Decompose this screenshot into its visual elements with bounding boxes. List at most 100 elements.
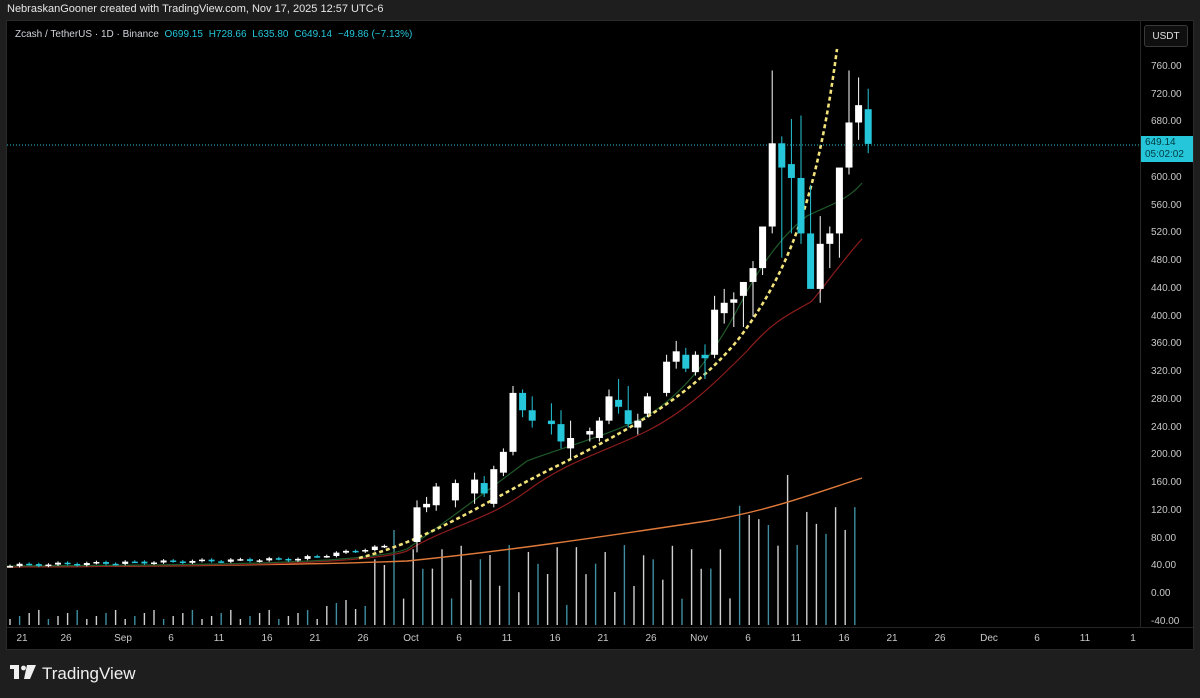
time-tick-label: 16 — [838, 633, 850, 644]
price-tick-label: 80.00 — [1151, 532, 1177, 544]
price-tick-label: 360.00 — [1151, 338, 1182, 350]
candle — [634, 420, 642, 428]
time-tick-label: 11 — [1079, 633, 1091, 644]
candle — [151, 562, 157, 565]
time-tick-label: 26 — [60, 633, 72, 644]
candle — [605, 396, 613, 421]
candle — [381, 545, 388, 548]
time-tick-label: 21 — [16, 633, 28, 644]
time-tick-label: 26 — [934, 633, 946, 644]
price-axis[interactable]: 760.00720.00680.00640.00600.00560.00520.… — [1140, 21, 1195, 627]
candle — [26, 563, 33, 566]
price-tick-label: 480.00 — [1151, 255, 1182, 267]
candle — [826, 233, 834, 244]
last-price-tag: 649.14 05:02:02 — [1141, 136, 1193, 162]
candle — [199, 559, 205, 562]
candle — [103, 562, 109, 564]
close-value: C649.14 — [294, 29, 333, 40]
candle — [295, 558, 301, 561]
time-tick-label: 6 — [1034, 633, 1040, 644]
candle — [285, 558, 292, 561]
ema-fast-line — [7, 182, 863, 567]
price-tick-label: 160.00 — [1151, 477, 1182, 489]
chart-caption: NebraskanGooner created with TradingView… — [7, 3, 384, 15]
candle — [247, 559, 253, 562]
candles — [413, 70, 872, 553]
candle — [682, 354, 690, 369]
candle — [807, 233, 815, 289]
candle — [237, 559, 244, 561]
candle — [519, 392, 527, 411]
early-candles — [7, 544, 388, 568]
bar-countdown: 05:02:02 — [1145, 149, 1184, 160]
candle — [557, 424, 565, 442]
high-value: H728.66 — [208, 29, 247, 40]
currency-button[interactable]: USDT — [1144, 25, 1188, 47]
candle — [45, 564, 52, 567]
time-tick-label: Nov — [690, 633, 708, 644]
candle — [371, 546, 378, 551]
price-tick-label: 120.00 — [1151, 504, 1182, 516]
candle — [352, 550, 359, 553]
candle — [451, 483, 459, 501]
time-tick-label: Sep — [114, 633, 132, 644]
candle — [787, 164, 795, 178]
candle — [93, 562, 100, 564]
candle — [179, 561, 186, 563]
price-tick-label: 440.00 — [1151, 282, 1182, 294]
candle — [586, 431, 594, 435]
candle — [423, 503, 431, 508]
candle — [413, 507, 421, 542]
candle — [55, 562, 61, 565]
ema-mid-line — [7, 238, 863, 568]
low-value: L635.80 — [252, 29, 289, 40]
candle — [845, 122, 853, 168]
candle — [778, 143, 786, 168]
candle — [74, 563, 81, 566]
candle — [759, 226, 767, 269]
candle — [768, 143, 776, 227]
candle — [711, 309, 719, 355]
time-axis[interactable]: 21 26 Sep 6 11 16 21 26 Oct 6 11 16 21 26 Nov 6 11 16 21 26… — [7, 627, 1195, 650]
candle — [266, 558, 273, 561]
candle — [547, 420, 555, 425]
candle — [218, 561, 225, 563]
candle — [304, 556, 311, 559]
price-tick-label: 760.00 — [1151, 61, 1182, 73]
candle — [720, 302, 728, 314]
price-tick-label: 240.00 — [1151, 421, 1182, 433]
candle — [112, 563, 119, 566]
symbol-label: Zcash / TetherUS · 1D · Binance — [15, 29, 159, 40]
time-tick-label: 21 — [886, 633, 898, 644]
candle — [64, 562, 71, 565]
candle — [643, 396, 651, 414]
price-tick-label: -40.00 — [1151, 615, 1180, 627]
time-tick-label: Dec — [980, 633, 998, 644]
candle — [471, 479, 479, 494]
chart-legend: Zcash / TetherUS · 1D · Binance O699.15 … — [15, 29, 412, 40]
tradingview-brand: TradingView — [10, 664, 136, 684]
candle — [170, 560, 177, 562]
time-tick-label: 6 — [745, 633, 751, 644]
brand-name: TradingView — [42, 664, 136, 683]
price-tick-label: 720.00 — [1151, 88, 1182, 100]
candle — [432, 486, 440, 506]
price-plot[interactable] — [7, 21, 1140, 627]
candle — [314, 556, 321, 558]
price-tick-label: 400.00 — [1151, 310, 1182, 322]
candle — [499, 451, 507, 473]
candle — [131, 561, 138, 564]
candle — [208, 559, 215, 562]
candle — [141, 561, 148, 564]
time-tick-label: 11 — [213, 633, 225, 644]
price-tick-label: 520.00 — [1151, 227, 1182, 239]
candle — [256, 560, 263, 562]
candle — [343, 550, 349, 553]
candle — [275, 558, 282, 560]
time-tick-label: 11 — [501, 633, 513, 644]
candle — [362, 550, 369, 552]
time-tick-label: 1 — [1130, 633, 1136, 644]
chart-frame[interactable]: Zcash / TetherUS · 1D · Binance O699.15 … — [6, 20, 1195, 650]
time-tick-label: 16 — [261, 633, 273, 644]
candle — [663, 361, 671, 393]
